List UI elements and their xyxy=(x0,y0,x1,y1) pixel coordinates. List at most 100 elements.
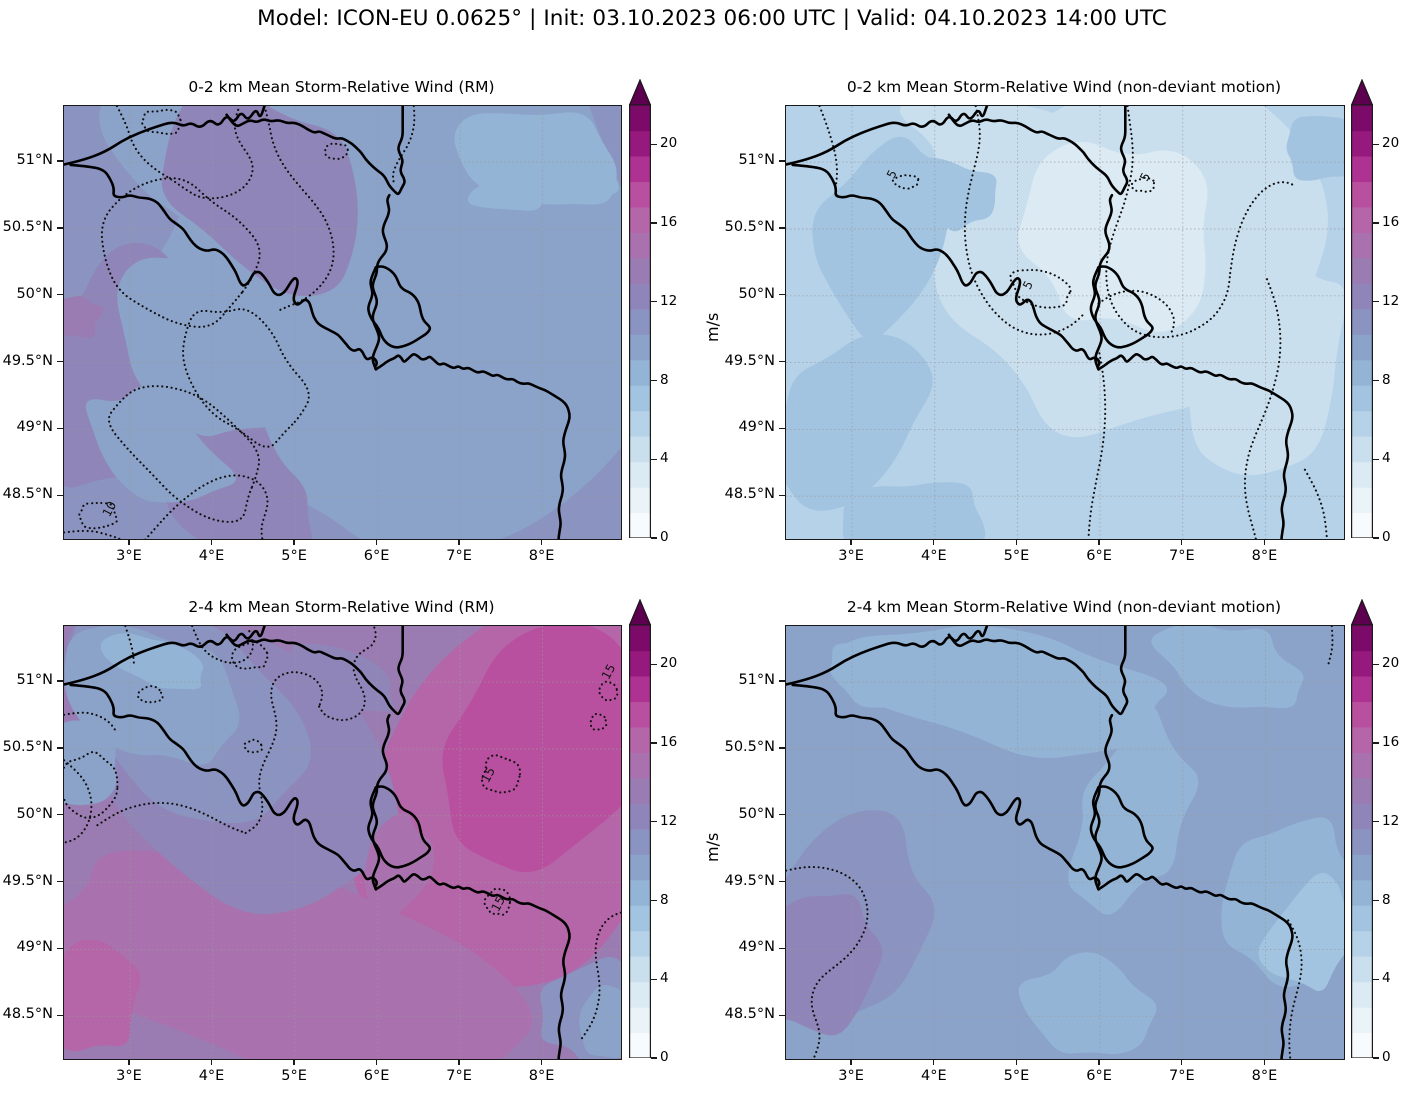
lat-tick-mark xyxy=(779,227,785,229)
colorbar-tick-mark xyxy=(1373,222,1379,224)
panel-title-top-left: 0-2 km Mean Storm-Relative Wind (RM) xyxy=(188,78,495,96)
lat-tick-mark xyxy=(57,880,63,883)
lat-tick-mark xyxy=(779,494,785,496)
lat-tick-label: 50°N xyxy=(738,285,775,302)
colorbar-tick-label: 8 xyxy=(1382,891,1391,908)
lat-tick-mark xyxy=(779,160,785,162)
lat-tick-mark xyxy=(779,294,785,296)
colorbar-tick-label: 0 xyxy=(1382,529,1391,545)
colorbar-tick-label: 20 xyxy=(660,135,678,152)
lon-tick-mark xyxy=(1181,1059,1183,1065)
lon-tick-mark xyxy=(933,539,935,545)
colorbar-tick-label: 16 xyxy=(660,734,678,751)
colorbar-tick-mark xyxy=(651,978,657,980)
colorbar-tick-mark xyxy=(1373,537,1379,539)
lon-tick-mark xyxy=(1263,1059,1266,1065)
panel-title-bottom-left: 2-4 km Mean Storm-Relative Wind (RM) xyxy=(188,598,495,616)
lat-tick-label: 49°N xyxy=(738,419,775,436)
lon-tick-mark xyxy=(375,1059,378,1065)
lon-tick-label: 5°E xyxy=(1003,1068,1030,1084)
lon-tick-mark xyxy=(1263,539,1266,545)
lon-tick-label: 7°E xyxy=(1168,548,1195,564)
lat-tick-mark xyxy=(779,880,785,883)
panel-title-top-right: 0-2 km Mean Storm-Relative Wind (non-dev… xyxy=(846,78,1282,96)
map-bottom-left[interactable]: 15 15 15 xyxy=(63,625,622,1060)
lon-tick-label: 7°E xyxy=(446,1068,472,1084)
colorbar-tick-mark xyxy=(1373,663,1379,665)
lat-tick-mark xyxy=(57,680,63,682)
lon-tick-label: 5°E xyxy=(281,1068,307,1084)
colorbar-tick-label: 0 xyxy=(1382,1049,1391,1065)
lat-tick-label: 48.5°N xyxy=(724,1006,775,1023)
colorbar-top-right[interactable] xyxy=(1351,79,1373,538)
colorbar-tick-label: 20 xyxy=(660,655,678,672)
colorbar-tick-mark xyxy=(651,663,657,665)
lon-tick-label: 4°E xyxy=(198,1068,225,1084)
lat-tick-label: 50.5°N xyxy=(2,218,53,235)
lat-tick-mark xyxy=(779,814,785,816)
colorbar-tick-label: 16 xyxy=(1382,214,1400,231)
colorbar-tick-mark xyxy=(651,742,657,744)
lon-tick-mark xyxy=(1181,539,1183,545)
lat-tick-label: 49°N xyxy=(16,939,53,956)
colorbar-tick-label: 4 xyxy=(1382,970,1391,987)
colorbar-tick-label: 8 xyxy=(660,891,669,908)
colorbar-bottom-right[interactable] xyxy=(1351,599,1373,1058)
lon-tick-mark xyxy=(293,539,295,545)
lat-tick-label: 49.5°N xyxy=(724,352,775,369)
lon-tick-mark xyxy=(540,539,543,545)
figure-suptitle: Model: ICON-EU 0.0625° | Init: 03.10.202… xyxy=(257,6,1167,31)
lat-tick-label: 48.5°N xyxy=(2,1006,53,1023)
colorbar-bottom-left[interactable] xyxy=(629,599,651,1058)
lon-tick-label: 7°E xyxy=(446,548,472,564)
colorbar-tick-label: 12 xyxy=(660,292,678,309)
lat-tick-label: 49.5°N xyxy=(2,352,53,369)
lon-tick-label: 3°E xyxy=(838,548,864,564)
lon-tick-label: 8°E xyxy=(1251,548,1278,564)
panel-title-bottom-right: 2-4 km Mean Storm-Relative Wind (non-dev… xyxy=(846,598,1282,616)
map-bottom-right[interactable] xyxy=(785,625,1345,1060)
lon-tick-label: 8°E xyxy=(528,1068,555,1084)
lat-tick-mark xyxy=(57,814,63,816)
lon-tick-mark xyxy=(375,539,378,545)
lat-tick-mark xyxy=(57,294,63,296)
colorbar-tick-label: 4 xyxy=(1382,450,1391,467)
colorbar-tick-mark xyxy=(1373,978,1379,980)
lat-tick-mark xyxy=(57,227,63,229)
lon-tick-mark xyxy=(293,1059,295,1065)
lat-tick-label: 51°N xyxy=(738,672,775,689)
colorbar-tick-label: 4 xyxy=(660,970,669,987)
colorbar-tick-label: 4 xyxy=(660,450,669,467)
svg-text:10: 10 xyxy=(100,499,120,519)
panel-top-left: 0-2 km Mean Storm-Relative Wind (RM) xyxy=(63,78,620,538)
colorbar-tick-mark xyxy=(651,301,657,303)
lat-tick-mark xyxy=(779,427,785,430)
lon-tick-label: 5°E xyxy=(281,548,307,564)
colorbar-tick-mark xyxy=(1373,742,1379,744)
lat-tick-label: 49°N xyxy=(738,939,775,956)
lat-tick-label: 49°N xyxy=(16,419,53,436)
colorbar-tick-label: 20 xyxy=(1382,135,1400,152)
lat-tick-mark xyxy=(779,747,785,749)
lon-tick-label: 6°E xyxy=(363,1068,390,1084)
lat-tick-label: 48.5°N xyxy=(724,486,775,503)
lat-tick-mark xyxy=(57,494,63,496)
lon-tick-mark xyxy=(850,539,852,545)
lat-tick-label: 50.5°N xyxy=(724,738,775,755)
lon-tick-label: 4°E xyxy=(198,548,225,564)
lat-tick-mark xyxy=(57,360,63,363)
lat-tick-label: 50°N xyxy=(16,805,53,822)
lon-tick-label: 8°E xyxy=(528,548,555,564)
lon-tick-mark xyxy=(458,1059,460,1065)
lon-tick-mark xyxy=(210,1059,213,1065)
lat-tick-label: 50°N xyxy=(16,285,53,302)
lon-tick-label: 8°E xyxy=(1251,1068,1278,1084)
lat-tick-mark xyxy=(779,680,785,682)
colorbar-top-left[interactable] xyxy=(629,79,651,538)
colorbar-tick-mark xyxy=(651,143,657,145)
lat-tick-mark xyxy=(57,947,63,950)
colorbar-tick-mark xyxy=(1373,379,1379,382)
map-top-left[interactable]: 10 xyxy=(63,105,622,540)
